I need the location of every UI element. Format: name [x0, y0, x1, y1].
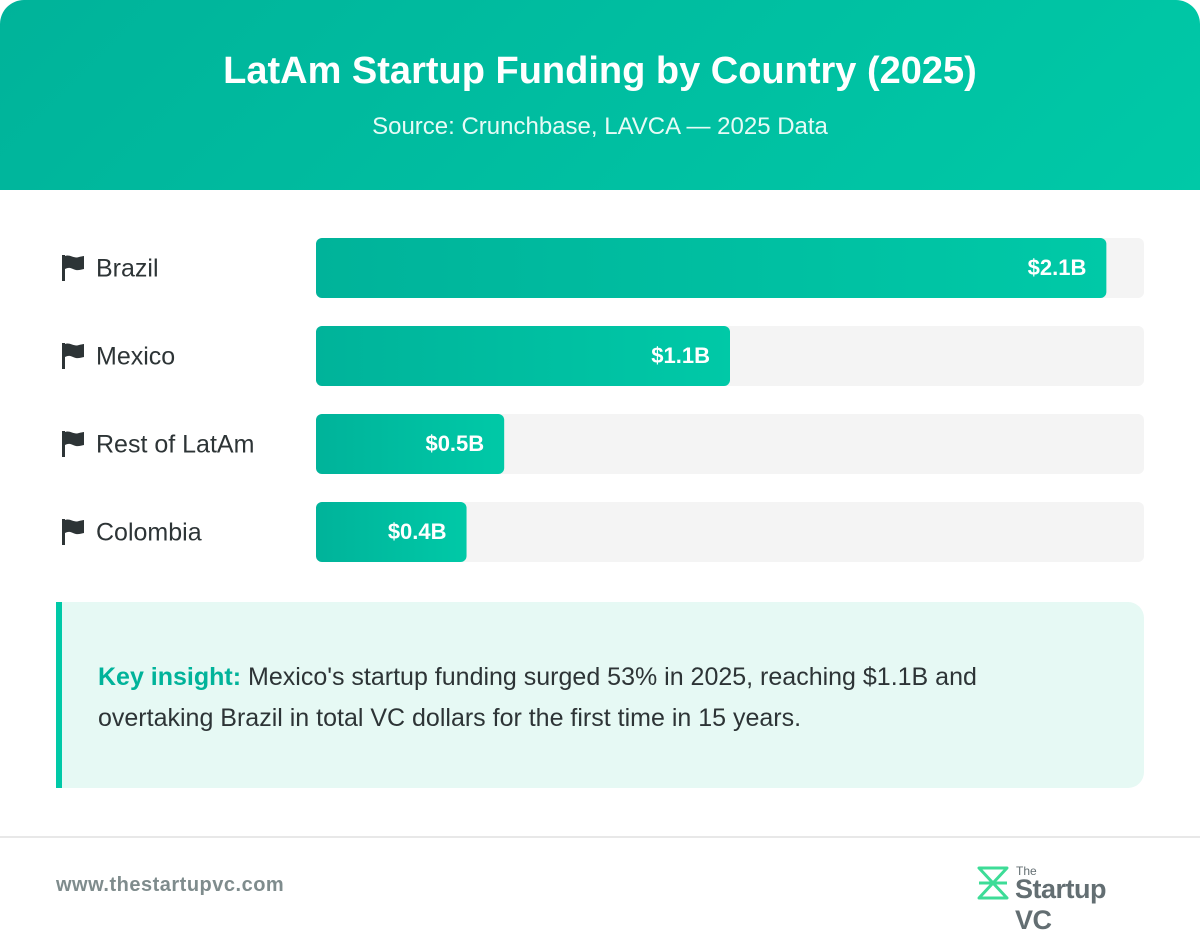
value-label: $0.4B — [388, 519, 447, 544]
chart-title: LatAm Startup Funding by Country (2025) — [223, 50, 977, 92]
category-label: Rest of LatAm — [96, 431, 254, 459]
logo-small: The — [1016, 864, 1037, 878]
insight-text: Mexico's startup funding surged 53% in 2… — [98, 663, 977, 732]
value-label: $1.1B — [651, 343, 710, 368]
header: LatAm Startup Funding by Country (2025) … — [0, 0, 1200, 190]
bar — [316, 326, 730, 386]
value-label: $2.1B — [1028, 255, 1087, 280]
logo-icon — [977, 866, 1009, 900]
category-label: Brazil — [96, 255, 159, 283]
footer-url: www.thestartupvc.com — [56, 874, 285, 896]
logo-name: Startup VC — [1015, 874, 1107, 935]
bar — [316, 414, 505, 474]
category-label: Colombia — [96, 519, 202, 547]
bar — [316, 502, 467, 562]
flag-icon — [62, 431, 84, 457]
chart: Brazil $2.1B Mexico $1.1B Rest of LatAm $0.5B… — [62, 238, 1144, 562]
flag-icon — [62, 343, 84, 369]
insight-label: Key insight: — [98, 663, 242, 691]
logo: The Startup VC — [976, 862, 1146, 935]
footer-divider — [0, 836, 1200, 838]
bar-track — [316, 414, 1144, 474]
bar-track — [316, 502, 1144, 562]
flag-icon — [62, 255, 84, 281]
flag-icon — [62, 519, 84, 545]
chart-subtitle: Source: Crunchbase, LAVCA — 2025 Data — [372, 113, 828, 140]
insight-box: Key insight: Mexico's startup funding su… — [56, 602, 1144, 788]
value-label: $0.5B — [425, 431, 484, 456]
bar — [316, 238, 1107, 298]
category-label: Mexico — [96, 343, 175, 371]
